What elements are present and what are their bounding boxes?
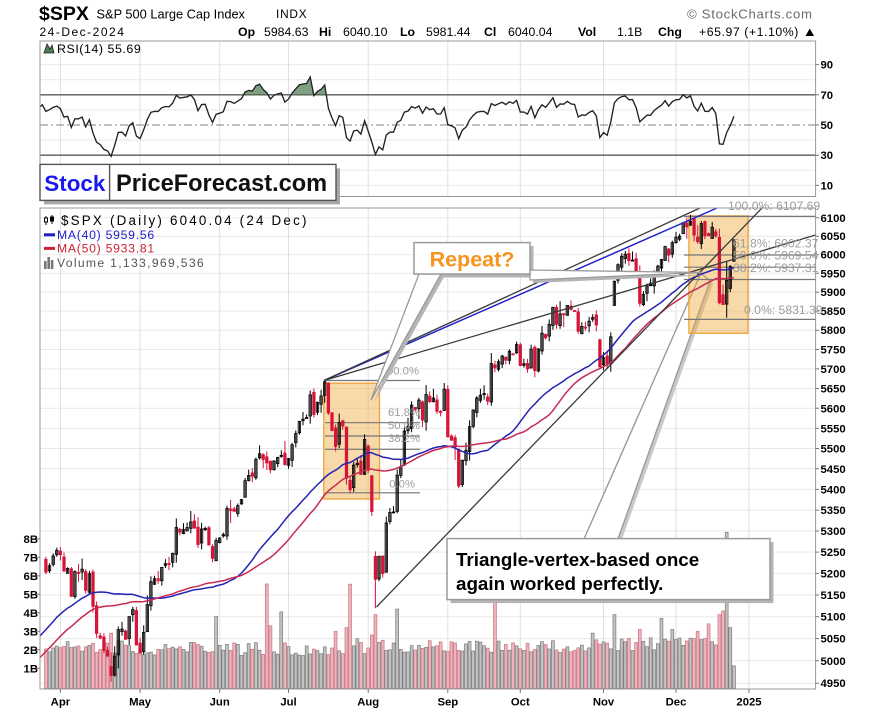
- svg-text:5000: 5000: [821, 656, 846, 668]
- svg-text:S&P 500 Large Cap Index: S&P 500 Large Cap Index: [97, 7, 246, 22]
- svg-text:5950: 5950: [821, 268, 846, 280]
- svg-text:Stock: Stock: [44, 171, 106, 196]
- svg-text:2025: 2025: [736, 697, 761, 709]
- svg-text:Jul: Jul: [280, 697, 296, 709]
- svg-text:MA(50) 5933.81: MA(50) 5933.81: [57, 242, 155, 256]
- svg-text:© StockCharts.com: © StockCharts.com: [687, 7, 813, 22]
- svg-text:Triangle-vertex-based once: Triangle-vertex-based once: [456, 549, 699, 570]
- svg-text:3B: 3B: [24, 626, 38, 638]
- svg-text:6050: 6050: [821, 231, 846, 243]
- svg-text:1B: 1B: [24, 663, 38, 675]
- svg-text:5250: 5250: [821, 547, 846, 559]
- svg-text:5850: 5850: [821, 306, 846, 318]
- svg-text:Jun: Jun: [210, 697, 230, 709]
- svg-text:Volume 1,133,969,536: Volume 1,133,969,536: [57, 256, 205, 270]
- svg-text:10: 10: [821, 180, 834, 192]
- svg-text:5800: 5800: [821, 325, 846, 337]
- svg-text:5300: 5300: [821, 526, 846, 538]
- svg-text:$SPX (Daily) 6040.04 (24 Dec): $SPX (Daily) 6040.04 (24 Dec): [61, 213, 309, 228]
- svg-text:5500: 5500: [821, 444, 846, 456]
- svg-text:INDX: INDX: [276, 7, 307, 21]
- svg-text:61.8%: 6002.37: 61.8%: 6002.37: [733, 237, 819, 251]
- svg-text:50.0%: 50.0%: [388, 420, 420, 432]
- svg-text:Oct: Oct: [511, 697, 530, 709]
- svg-text:Dec: Dec: [666, 697, 687, 709]
- svg-text:5650: 5650: [821, 384, 846, 396]
- svg-text:5150: 5150: [821, 590, 846, 602]
- svg-text:100.0%: 6107.69: 100.0%: 6107.69: [728, 199, 820, 213]
- svg-text:PriceForecast.com: PriceForecast.com: [116, 171, 327, 197]
- svg-text:0.0%: 5831.39: 0.0%: 5831.39: [744, 303, 823, 317]
- svg-text:90: 90: [821, 60, 834, 72]
- svg-text:Apr: Apr: [51, 697, 71, 709]
- svg-text:5550: 5550: [821, 423, 846, 435]
- svg-text:Aug: Aug: [357, 697, 379, 709]
- svg-text:5750: 5750: [821, 345, 846, 357]
- svg-text:50.0%: 5969.54: 50.0%: 5969.54: [733, 249, 819, 263]
- svg-text:38.2%: 5937.31: 38.2%: 5937.31: [733, 261, 819, 275]
- svg-text:8B: 8B: [24, 534, 38, 546]
- svg-text:4950: 4950: [821, 678, 846, 690]
- svg-text:RSI(14) 55.69: RSI(14) 55.69: [57, 42, 141, 56]
- svg-text:5400: 5400: [821, 484, 846, 496]
- svg-text:5700: 5700: [821, 364, 846, 376]
- svg-text:5900: 5900: [821, 287, 846, 299]
- svg-text:Repeat?: Repeat?: [430, 248, 515, 272]
- svg-text:May: May: [129, 697, 152, 709]
- svg-text:6000: 6000: [821, 250, 846, 262]
- svg-text:70: 70: [821, 90, 834, 102]
- svg-text:7B: 7B: [24, 552, 38, 564]
- svg-text:5600: 5600: [821, 403, 846, 415]
- svg-text:again worked perfectly.: again worked perfectly.: [456, 573, 663, 594]
- svg-text:Nov: Nov: [593, 697, 615, 709]
- svg-text:0.0%: 0.0%: [389, 479, 415, 491]
- svg-text:5050: 5050: [821, 634, 846, 646]
- svg-text:38.2%: 38.2%: [388, 433, 420, 445]
- svg-text:6100: 6100: [821, 213, 846, 225]
- svg-text:61.8%: 61.8%: [388, 407, 420, 419]
- svg-text:6B: 6B: [24, 571, 38, 583]
- svg-text:5100: 5100: [821, 612, 846, 624]
- svg-text:5200: 5200: [821, 568, 846, 580]
- svg-text:MA(40) 5959.56: MA(40) 5959.56: [57, 228, 155, 242]
- svg-text:30: 30: [821, 150, 834, 162]
- svg-text:Sep: Sep: [437, 697, 458, 709]
- svg-text:50: 50: [821, 120, 834, 132]
- svg-text:5350: 5350: [821, 505, 846, 517]
- svg-text:4B: 4B: [24, 608, 38, 620]
- svg-text:5B: 5B: [24, 589, 38, 601]
- svg-text:$SPX: $SPX: [39, 3, 89, 25]
- svg-text:24-Dec-2024: 24-Dec-2024: [40, 25, 126, 39]
- svg-text:2B: 2B: [24, 645, 38, 657]
- svg-text:5450: 5450: [821, 464, 846, 476]
